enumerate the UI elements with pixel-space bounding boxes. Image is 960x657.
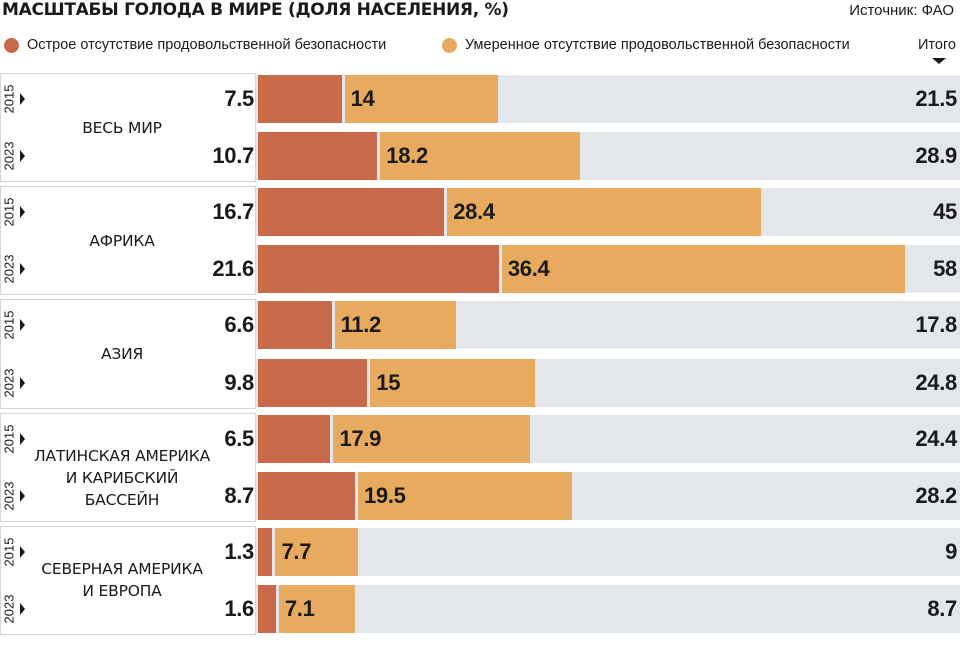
year-label: 2015 (1, 84, 17, 114)
year-label: 2015 (1, 424, 17, 454)
data-label-moderate: 7.7 (281, 538, 312, 564)
year-arrow-icon (20, 603, 25, 615)
year-arrow-icon (20, 545, 25, 558)
bar-acute (258, 471, 355, 520)
bar-track (256, 527, 960, 576)
legend-item-acute: Острое отсутствие продовольственной безо… (4, 37, 386, 53)
year-arrow-icon (20, 319, 25, 332)
data-label-moderate: 11.2 (340, 312, 382, 338)
bar-moderate (447, 188, 761, 237)
bar-moderate (275, 527, 359, 576)
bar-moderate (370, 358, 535, 407)
bar-acute (258, 414, 331, 463)
bar-moderate (380, 132, 581, 181)
year-label: 2023 (1, 481, 17, 511)
data-label-moderate: 15 (376, 369, 401, 395)
bar-acute (258, 75, 342, 123)
data-label-total: 8.7 (927, 596, 957, 621)
data-label-acute: 10.7 (212, 143, 254, 169)
bar-acute (258, 301, 332, 350)
year-arrow-icon (20, 206, 25, 219)
data-label-total: 28.2 (915, 482, 957, 508)
bar-moderate (333, 414, 531, 463)
legend-label-acute: Острое отсутствие продовольственной безо… (27, 37, 387, 53)
data-label-moderate: 17.9 (339, 425, 382, 451)
legend-label-moderate: Умеренное отсутствие продовольственной б… (465, 37, 850, 53)
data-label-total: 21.5 (915, 86, 957, 111)
data-label-total: 45 (933, 199, 957, 225)
year-arrow-icon (20, 489, 25, 502)
year-arrow-icon (20, 150, 25, 163)
bar-track (256, 585, 960, 633)
data-label-moderate: 7.1 (284, 596, 315, 621)
data-label-acute: 7.5 (224, 86, 254, 111)
bar-acute (258, 132, 378, 181)
bar-acute (258, 188, 445, 237)
bar-moderate (334, 301, 457, 350)
data-label-total: 24.4 (915, 425, 957, 451)
year-arrow-icon (20, 263, 25, 276)
bar-acute (258, 245, 499, 294)
data-label-total: 24.8 (915, 369, 957, 395)
year-label: 2023 (1, 254, 17, 284)
chart-legend: Острое отсутствие продовольственной безо… (0, 37, 960, 64)
region-group-panel (0, 525, 256, 635)
year-label: 2015 (1, 310, 17, 340)
region-group-panel (0, 299, 256, 409)
year-label: 2015 (1, 537, 17, 567)
total-arrow-icon (932, 58, 946, 64)
year-arrow-icon (20, 432, 25, 445)
region-label: АЗИЯ (100, 345, 144, 363)
year-label: 2023 (1, 594, 17, 624)
region-label: СЕВЕРНАЯ АМЕРИКА И ЕВРОПА (41, 560, 203, 601)
legend-swatch-moderate (442, 37, 457, 53)
data-label-moderate: 36.4 (507, 256, 550, 282)
bar-moderate (501, 245, 905, 294)
region-group-panel (0, 186, 256, 296)
data-label-acute: 1.3 (224, 538, 254, 564)
data-label-moderate: 19.5 (364, 482, 406, 508)
data-label-total: 58 (933, 256, 957, 282)
data-label-acute: 6.5 (224, 425, 254, 451)
data-label-moderate: 28.4 (453, 199, 495, 225)
data-label-moderate: 14 (350, 86, 375, 111)
data-label-acute: 16.7 (212, 199, 254, 225)
year-label: 2015 (1, 197, 17, 227)
region-label: ЛАТИНСКАЯ АМЕРИКА И КАРИБСКИЙ БАССЕЙН (33, 447, 211, 510)
data-label-total: 28.9 (915, 143, 957, 169)
bar-acute (258, 527, 273, 576)
data-label-acute: 21.6 (212, 256, 254, 282)
legend-total-label: Итого (918, 37, 956, 53)
region-group-panel (0, 412, 256, 522)
legend-swatch-acute (4, 37, 19, 53)
data-label-acute: 9.8 (224, 369, 254, 395)
data-label-acute: 1.6 (224, 596, 254, 621)
source-label: Источник: ФАО (849, 2, 954, 19)
bar-moderate (344, 75, 498, 123)
data-label-moderate: 18.2 (386, 143, 428, 169)
bar-moderate (358, 471, 573, 520)
data-label-total: 17.8 (915, 312, 957, 338)
data-label-acute: 6.6 (224, 312, 254, 338)
year-label: 2023 (1, 141, 17, 171)
region-group-panel (0, 73, 256, 183)
region-label: ВЕСЬ МИР (82, 118, 162, 137)
data-label-total: 9 (945, 538, 957, 564)
bar-acute (258, 358, 368, 407)
region-label: АФРИКА (89, 231, 155, 250)
data-label-acute: 8.7 (224, 482, 254, 508)
legend-item-moderate: Умеренное отсутствие продовольственной б… (442, 37, 850, 53)
year-arrow-icon (20, 93, 25, 105)
year-arrow-icon (20, 376, 25, 389)
chart-title: МАСШТАБЫ ГОЛОДА В МИРЕ (ДОЛЯ НАСЕЛЕНИЯ, … (2, 0, 509, 20)
bar-acute (258, 585, 276, 633)
bar-moderate (278, 585, 355, 633)
year-label: 2023 (1, 368, 17, 398)
